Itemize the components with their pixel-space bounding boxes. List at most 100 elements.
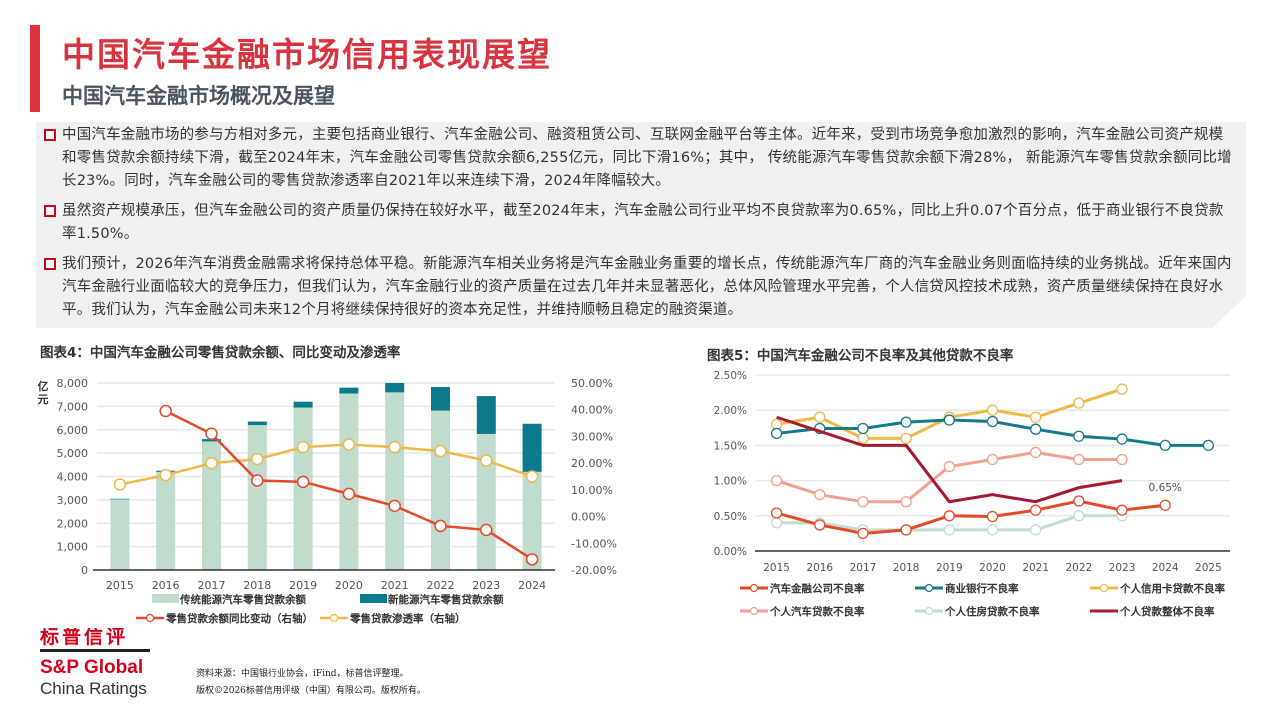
penetration-point xyxy=(342,438,356,451)
chart5: 0.00% 0.50% 1.00% 1.50% 2.00% 2.50% 2015 2016 20… xyxy=(714,370,1230,618)
auto-loan-npl-point xyxy=(900,496,912,508)
yoy-point xyxy=(251,474,264,487)
auto-finance-npl-line xyxy=(776,499,1166,535)
x-tick-label: 2016 xyxy=(152,579,180,592)
bank-npl-point xyxy=(1030,423,1042,435)
y-tick-label: 0 xyxy=(81,564,88,577)
x-tick-label: 2017 xyxy=(850,562,877,574)
bar-traditional xyxy=(522,471,542,570)
bar-nev xyxy=(202,439,221,442)
auto-loan-npl-point xyxy=(770,474,783,487)
bullet-item: 虽然资产规模承压，但汽车金融公司的资产质量仍保持在较好水平，截至2024年末，汽… xyxy=(44,200,1236,246)
bar-nev xyxy=(293,401,313,408)
bar-nev xyxy=(110,498,130,500)
yoy-point xyxy=(296,475,310,489)
auto-finance-npl-point xyxy=(857,527,869,540)
mortgage-npl-point xyxy=(1030,524,1042,536)
auto-finance-npl-point xyxy=(1159,499,1171,511)
legend-marker-auto-finance-npl xyxy=(749,583,759,593)
auto-loan-npl-point xyxy=(814,489,826,501)
credit-card-npl-point xyxy=(986,404,999,416)
auto-finance-npl-point xyxy=(1116,504,1128,516)
penetration-point xyxy=(480,454,493,467)
bank-npl-point xyxy=(1073,430,1085,442)
y2-tick-label: 40.00% xyxy=(571,404,613,417)
penetration-line xyxy=(119,443,533,486)
bullet-text: 我们预计，2026年汽车消费金融需求将保持总体平稳。新能源汽车相关业务将是汽车金… xyxy=(62,256,1232,318)
source-note: 资料来源：中国银行业协会，iFind，标普信评整理。 版权©2026标普信用评级… xyxy=(196,666,426,700)
y-tick-label: 1,000 xyxy=(57,541,89,554)
bar-nev xyxy=(339,387,359,394)
y-tick-label: 2.00% xyxy=(714,405,747,417)
y-tick-label: 0.50% xyxy=(714,511,747,523)
legend-label: 商业银行不良率 xyxy=(945,582,1019,595)
x-tick-label: 2015 xyxy=(763,562,790,574)
credit-card-npl-point xyxy=(1116,383,1128,395)
bank-npl-point xyxy=(1116,433,1128,445)
bar-traditional xyxy=(247,425,267,570)
mortgage-npl-point xyxy=(770,517,783,529)
penetration-point xyxy=(434,444,447,458)
yoy-point xyxy=(205,427,218,441)
bullet-square-icon xyxy=(44,129,56,141)
bullet-item: 中国汽车金融市场的参与方相对多元，主要包括商业银行、汽车金融公司、融资租赁公司、… xyxy=(44,124,1236,193)
legend-label: 汽车金融公司不良率 xyxy=(770,582,865,595)
bar-nev xyxy=(247,421,267,426)
legend-marker-auto-loan-npl xyxy=(749,606,759,616)
mortgage-npl-point xyxy=(986,524,999,536)
auto-loan-npl-point xyxy=(986,453,999,466)
x-tick-label: 2015 xyxy=(106,579,134,592)
source-text: 资料来源：中国银行业协会，iFind，标普信评整理。 xyxy=(196,669,409,679)
yoy-point xyxy=(525,553,539,566)
chart5-title: 图表5：中国汽车金融公司不良率及其他贷款不良率 xyxy=(707,348,1014,364)
x-tick-label: 2017 xyxy=(198,579,226,592)
penetration-point xyxy=(296,440,310,454)
auto-finance-npl-point xyxy=(900,524,912,536)
legend-label: 个人信用卡贷款不良率 xyxy=(1119,582,1225,595)
penetration-point xyxy=(251,452,264,466)
x-tick-label: 2019 xyxy=(289,579,317,592)
auto-finance-npl-point xyxy=(814,519,826,531)
auto-finance-npl-point xyxy=(986,510,999,523)
x-tick-label: 2022 xyxy=(427,579,455,592)
x-tick-label: 2018 xyxy=(893,562,920,574)
legend-label: 个人汽车贷款不良率 xyxy=(769,605,865,618)
bullet-text: 虽然资产规模承压，但汽车金融公司的资产质量仍保持在较好水平，截至2024年末，汽… xyxy=(62,203,1224,242)
legend-label: 传统能源汽车零售贷款余额 xyxy=(179,593,306,606)
credit-card-npl-point xyxy=(1030,411,1042,423)
yoy-point xyxy=(480,523,493,537)
page-title: 中国汽车金融市场信用表现展望 xyxy=(62,35,552,74)
chart4-title: 图表4：中国汽车金融公司零售贷款余额、同比变动及渗透率 xyxy=(40,345,401,361)
x-tick-label: 2016 xyxy=(806,562,833,574)
auto-loan-npl-point xyxy=(1030,446,1042,459)
auto-finance-npl-point xyxy=(1073,495,1085,507)
bar-nev xyxy=(476,396,496,434)
x-tick-label: 2021 xyxy=(1022,562,1049,574)
legend-marker-yoy xyxy=(145,613,155,623)
penetration-point xyxy=(525,470,539,483)
bar-nev xyxy=(431,386,450,411)
y-tick-label: 5,000 xyxy=(57,447,89,460)
auto-loan-npl-point xyxy=(943,460,955,473)
x-tick-label: 2018 xyxy=(243,579,271,592)
page-subtitle: 中国汽车金融市场概况及展望 xyxy=(62,84,335,108)
y2-tick-label: 30.00% xyxy=(571,430,613,443)
y2-tick-label: 50.00% xyxy=(571,377,613,390)
bar-traditional xyxy=(339,393,359,570)
auto-finance-npl-point xyxy=(943,510,955,522)
chart4: 0 1,000 2,000 3,000 4,000 5,000 6,000 7,000 8,00… xyxy=(38,377,617,625)
bullet-square-icon xyxy=(44,205,56,217)
bar-traditional xyxy=(431,410,450,570)
personal-overall-npl-line xyxy=(776,415,1123,504)
legend-label: 零售贷款余额同比变动（右轴） xyxy=(165,612,313,625)
legend-swatch-traditional xyxy=(152,594,179,603)
bar-traditional xyxy=(156,471,176,570)
auto-loan-npl-point xyxy=(1116,453,1128,466)
x-tick-label: 2022 xyxy=(1065,562,1092,574)
y2-tick-label: 20.00% xyxy=(571,457,613,470)
x-tick-label: 2023 xyxy=(472,579,500,592)
bank-npl-point xyxy=(1202,439,1215,452)
title-accent-bar xyxy=(30,25,40,112)
x-tick-label: 2025 xyxy=(1195,562,1222,574)
y2-tick-label: 10.00% xyxy=(571,484,613,497)
